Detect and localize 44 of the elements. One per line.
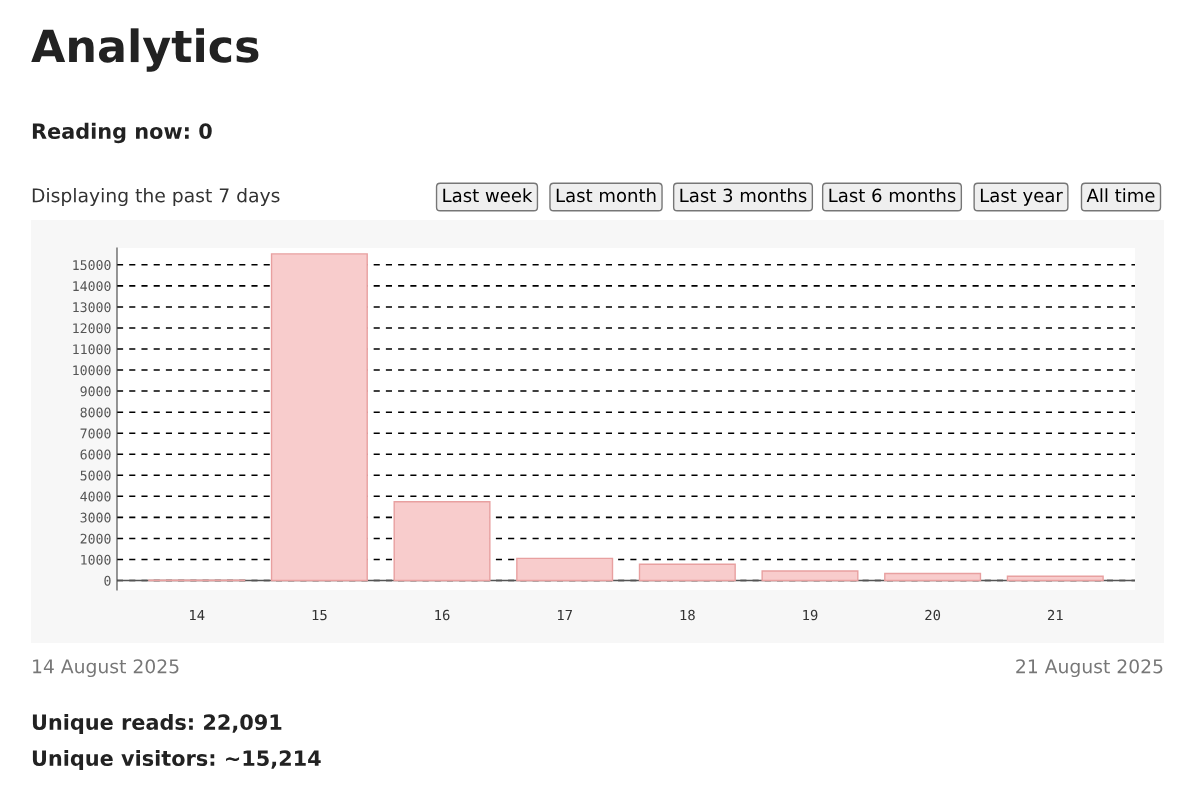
text: Last 6 months: [829, 188, 956, 203]
y-tick-label: 4000: [80, 491, 111, 502]
text: 21 August 2025: [1016, 659, 1163, 678]
text: Last 3 months: [680, 188, 807, 203]
text: Reading now: 0: [32, 122, 212, 144]
y-tick-label: 13000: [73, 302, 111, 313]
bar: [884, 572, 982, 582]
x-tick-label: 17: [557, 609, 572, 621]
text: Unique reads: 22,091: [32, 713, 282, 735]
x-tick-label: 15: [312, 609, 327, 621]
y-tick-label: 8000: [80, 407, 111, 418]
text: Unique visitors: ~15,214: [32, 749, 321, 771]
bar: [1006, 575, 1104, 582]
x-tick-label: 18: [680, 609, 695, 621]
x-tick-label: 19: [803, 609, 818, 621]
x-tick-label: 14: [190, 609, 205, 621]
bar: [270, 253, 368, 582]
y-tick-label: 3000: [80, 512, 111, 523]
y-tick-label: 0: [104, 575, 111, 586]
text: Displaying the past 7 days: [32, 187, 280, 207]
chart-title: Analytics: [31, 28, 259, 72]
text: Last year: [980, 188, 1063, 206]
x-tick-label: 21: [1047, 609, 1063, 621]
y-tick-label: 12000: [73, 323, 111, 334]
x-tick-label: 20: [925, 609, 941, 621]
y-tick-label: 15000: [73, 260, 111, 271]
text: All time: [1086, 188, 1155, 203]
y-tick-label: 14000: [73, 281, 111, 292]
y-tick-label: 5000: [80, 470, 111, 481]
x-tick-label: 16: [435, 609, 450, 621]
y-tick-label: 7000: [80, 428, 111, 439]
y-tick-label: 2000: [80, 533, 111, 544]
bar: [761, 570, 859, 582]
y-tick-label: 6000: [80, 449, 111, 460]
y-tick-label: 1000: [81, 554, 111, 565]
y-tick-label: 11000: [73, 344, 111, 355]
text: Last week: [443, 188, 533, 203]
y-tick-label: 10000: [73, 365, 111, 376]
text: Last month: [556, 188, 656, 203]
bar: [516, 557, 614, 582]
text: 14 August 2025: [33, 659, 179, 678]
y-tick-label: 9000: [80, 386, 111, 397]
bar: [638, 563, 736, 582]
bar: [393, 501, 491, 582]
